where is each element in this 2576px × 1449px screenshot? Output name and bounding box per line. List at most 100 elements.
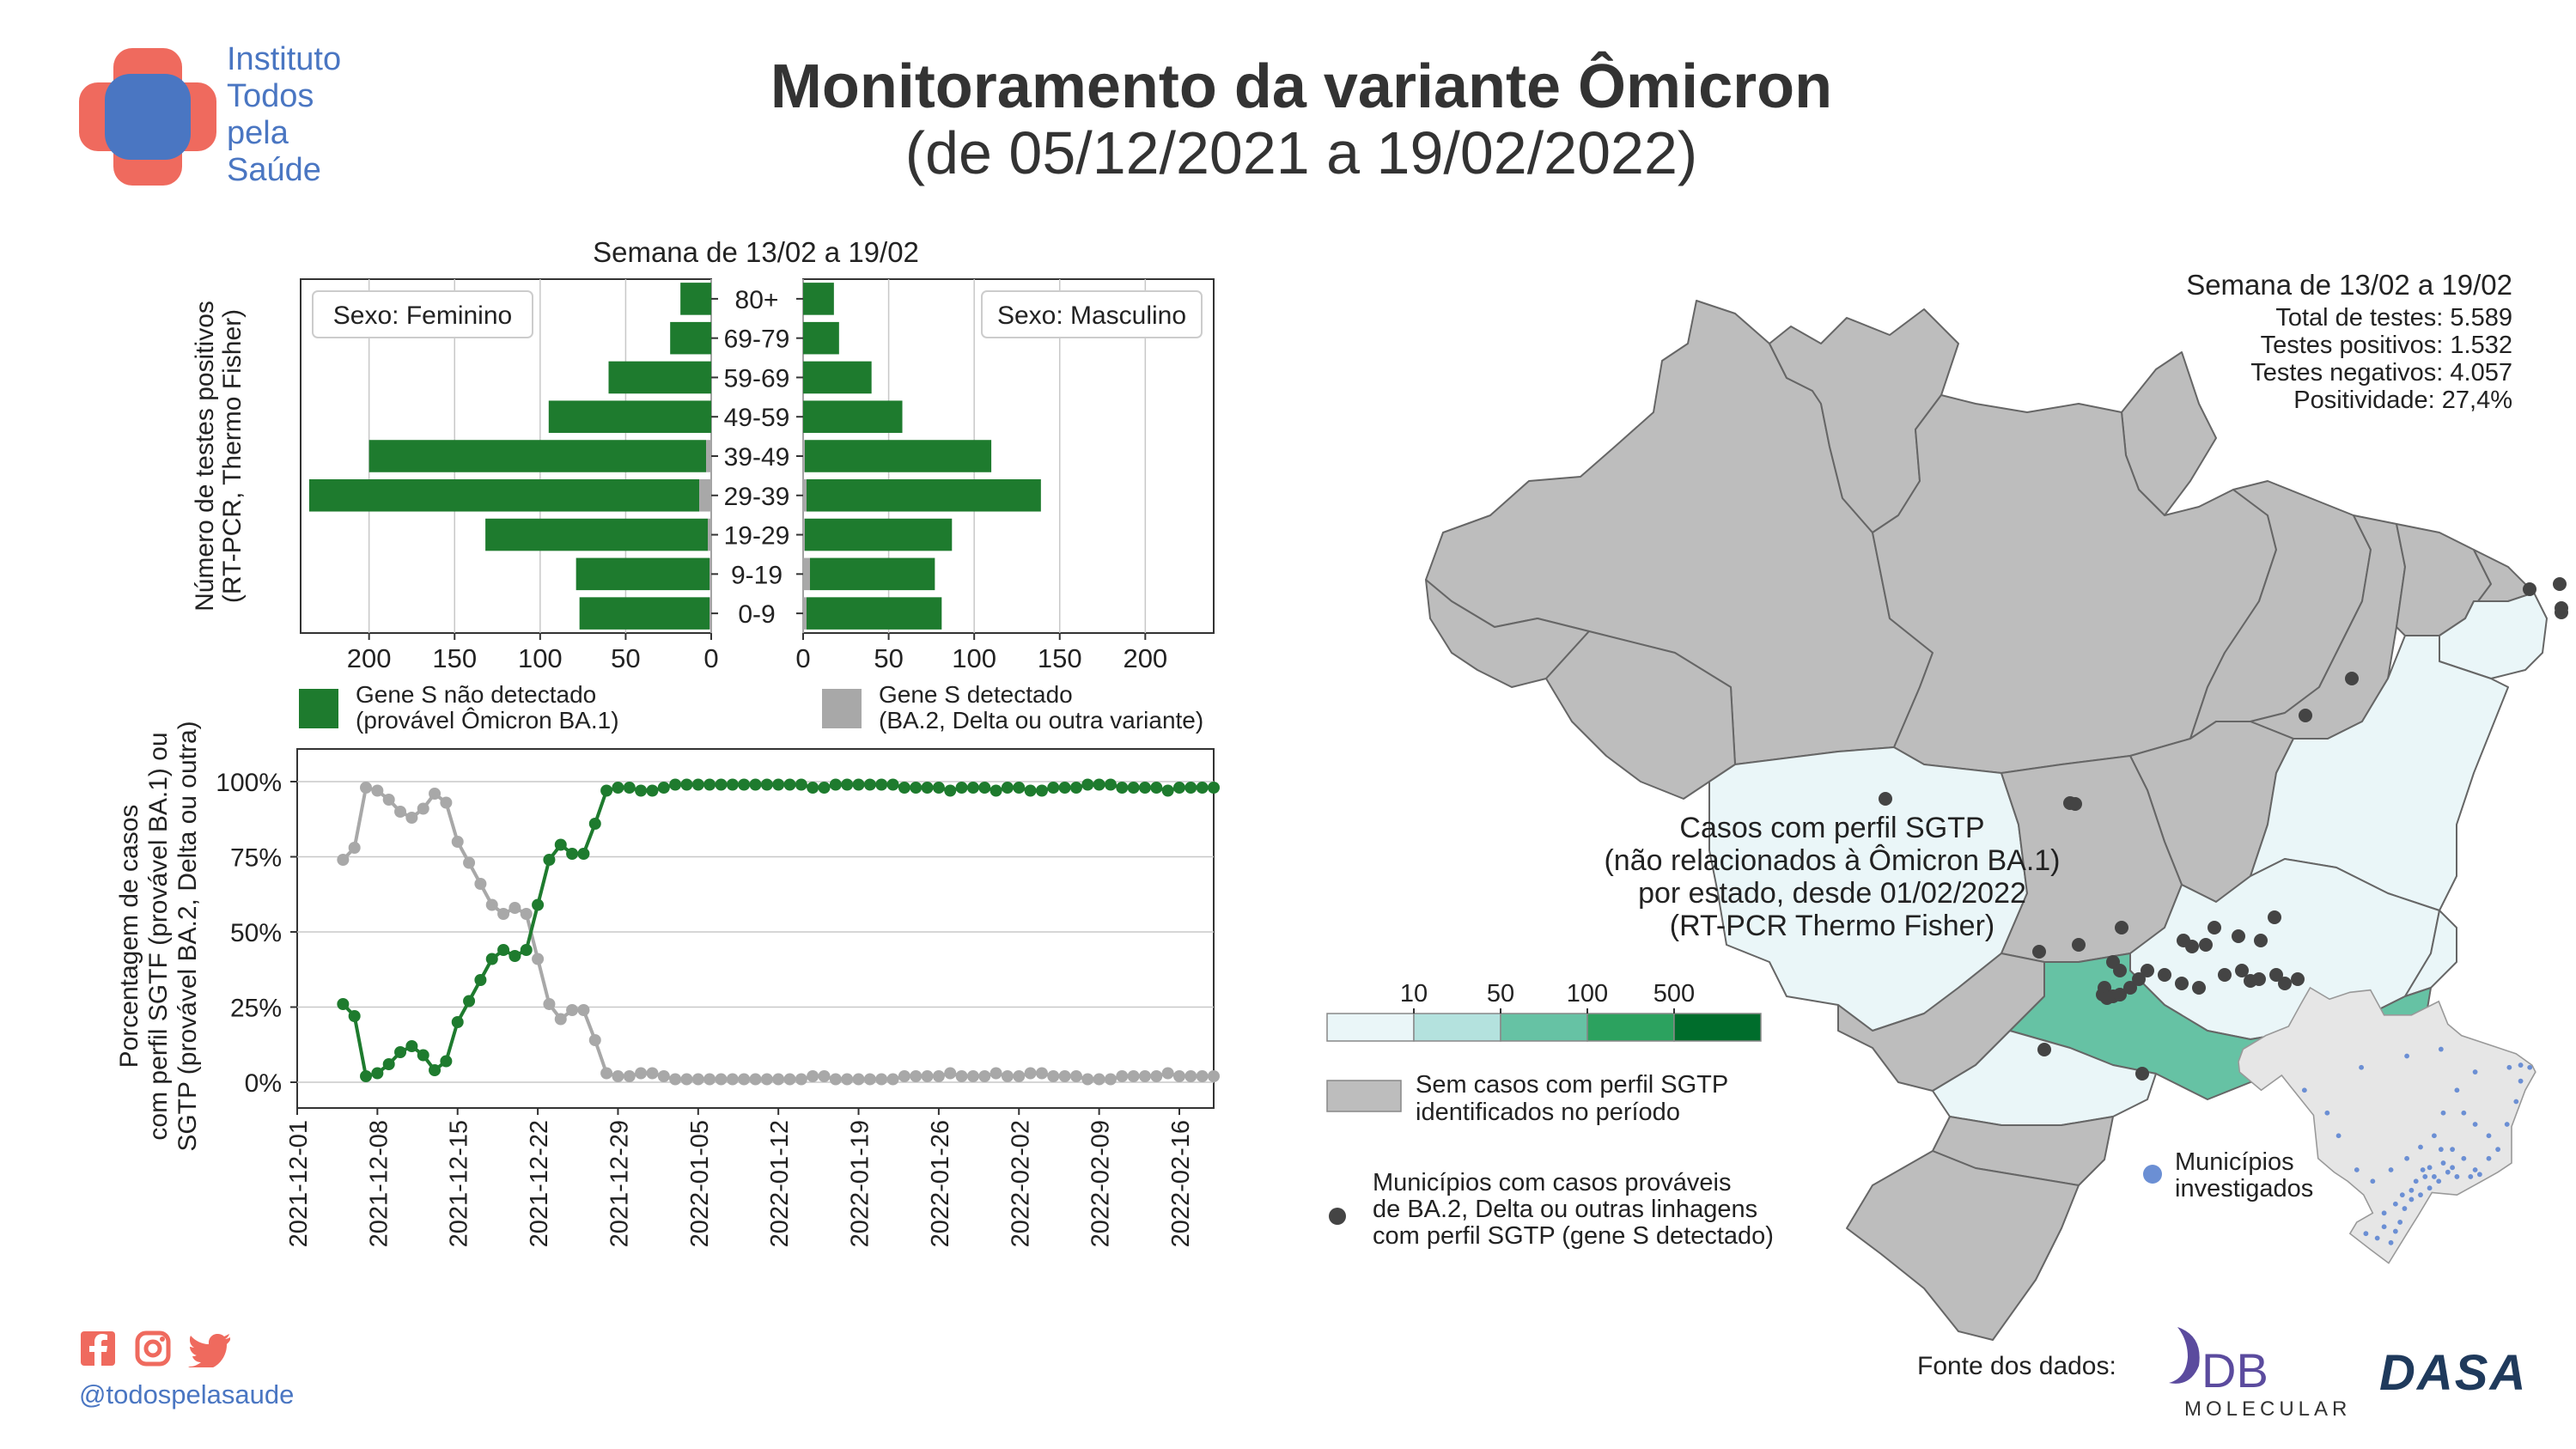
map-no-data-swatch [1326, 1080, 1402, 1112]
stat-line: Testes positivos: 1.532 [2260, 332, 2512, 359]
pyramid-bar-not-detected [575, 557, 710, 591]
municipality-dot [2068, 797, 2082, 811]
line-point [944, 1067, 957, 1080]
inset-municipality-dot [2476, 1172, 2482, 1178]
logo-line: Saúde [227, 152, 321, 188]
line-point [921, 782, 934, 794]
map-scale-segment [1500, 1013, 1588, 1042]
line-point [772, 1073, 785, 1086]
line-point [440, 796, 453, 809]
line-point [1184, 782, 1197, 794]
social-icons [81, 1330, 230, 1367]
line-point [829, 1073, 842, 1086]
municipality-dot [2192, 981, 2206, 995]
line-point [485, 898, 498, 911]
line-point [509, 950, 521, 962]
age-pyramid-chart: Semana de 13/02 a 19/02 Número de testes … [191, 236, 1215, 734]
line-point [966, 1070, 979, 1082]
pyramid-bar-detected [709, 597, 711, 630]
inset-municipality-dot [2440, 1160, 2446, 1166]
line-point [394, 806, 407, 818]
pyramid-tick-label: 0 [703, 643, 718, 673]
line-point [1116, 782, 1129, 794]
pyramid-bar-not-detected [803, 400, 903, 433]
line-point [898, 1070, 910, 1082]
municipality-dot [2158, 968, 2171, 982]
municipality-dot [2291, 972, 2305, 986]
line-point [715, 778, 728, 791]
instagram-icon[interactable] [135, 1330, 171, 1367]
line-point [588, 1034, 601, 1046]
inset-municipality-dot [2454, 1174, 2460, 1179]
inset-municipality-dot [2486, 1155, 2492, 1161]
line-point [577, 848, 590, 860]
line-point [886, 1073, 899, 1086]
twitter-icon[interactable] [188, 1334, 230, 1367]
municipality-dot [2218, 968, 2232, 982]
logo-line: Instituto [227, 41, 342, 77]
line-point [520, 908, 533, 920]
line-point [669, 778, 682, 791]
line-point [783, 778, 796, 791]
line-point [898, 782, 910, 794]
map-no-data-label: Sem casos com perfil SGTP identificados n… [1416, 1071, 1728, 1126]
inset-municipality-dot [2374, 1235, 2380, 1241]
line-xtick-label-group: 2022-02-16 [1167, 1120, 1195, 1247]
municipality-dot [2037, 1043, 2051, 1056]
pyramid-panel-box [312, 290, 533, 338]
line-point [818, 782, 831, 794]
line-point [371, 1067, 384, 1080]
map-scale-segment [1586, 1013, 1675, 1042]
inset-municipality-dot [2392, 1201, 2398, 1207]
line-point [1013, 1070, 1026, 1082]
facebook-icon[interactable] [81, 1331, 115, 1366]
line-point [944, 784, 957, 797]
map-scale-label: 10 [1400, 980, 1428, 1008]
line-point [910, 1070, 923, 1082]
weekly-stats: Semana de 13/02 a 19/02 Total de testes:… [2186, 271, 2512, 414]
line-xtick-label-group: 2021-12-08 [365, 1120, 393, 1247]
inset-municipality-dot [2518, 1062, 2524, 1068]
line-point [1001, 1070, 1014, 1082]
line-point [738, 1073, 751, 1086]
municipality-dot [2235, 964, 2249, 977]
map-scale-segment [1326, 1013, 1415, 1042]
inset-municipality-dot [2461, 1110, 2467, 1116]
line-point [1001, 782, 1014, 794]
pyramid-bar-not-detected [485, 518, 709, 551]
inset-municipality-dot [2431, 1133, 2437, 1139]
pyramid-tick-label: 150 [1038, 643, 1082, 673]
social-handle[interactable]: @todospelasaude [79, 1379, 295, 1409]
line-point [795, 778, 807, 791]
inset-municipality-dot [2506, 1064, 2512, 1070]
line-point [463, 995, 476, 1008]
pyramid-bar-not-detected [806, 597, 942, 630]
line-point [703, 1073, 716, 1086]
line-point [646, 784, 659, 797]
map-dot-legend-marker [1329, 1208, 1346, 1225]
pyramid-bar-not-detected [806, 479, 1041, 512]
line-xtick-label-group: 2021-12-15 [446, 1120, 473, 1247]
line-point [886, 778, 899, 791]
line-xtick-label-group: 2021-12-29 [606, 1120, 633, 1247]
line-point [978, 782, 991, 794]
line-point [543, 998, 556, 1010]
line-point [429, 788, 442, 800]
inset-municipality-dot [2495, 1147, 2501, 1153]
line-point [1093, 778, 1105, 791]
stat-line: Testes negativos: 4.057 [2250, 359, 2512, 387]
line-point [910, 782, 923, 794]
inset-municipality-dot [2359, 1064, 2365, 1070]
line-xtick-label-group: 2022-01-05 [686, 1120, 714, 1247]
map-legend-title: Casos com perfil SGTP (não relacionados à… [1604, 812, 2060, 942]
inset-municipality-dot [2513, 1099, 2519, 1105]
municipality-dot [2252, 972, 2266, 986]
line-point [795, 1073, 807, 1086]
line-point [1035, 1067, 1048, 1080]
municipality-dot [2278, 977, 2292, 990]
pyramid-bar-not-detected [579, 597, 710, 630]
line-point [807, 1070, 819, 1082]
line-point [1196, 1070, 1209, 1082]
line-point [841, 1073, 854, 1086]
line-point [382, 1058, 395, 1070]
